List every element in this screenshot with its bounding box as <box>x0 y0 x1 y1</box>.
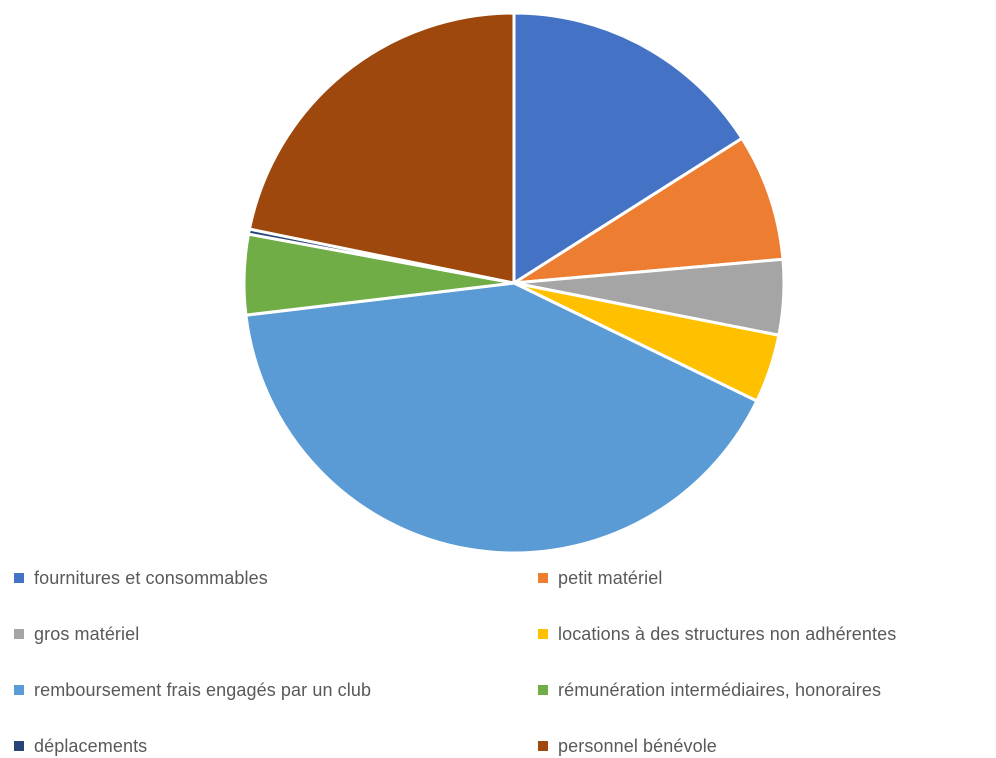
legend-item-gros-materiel: gros matériel <box>14 622 139 646</box>
legend-swatch-personnel-benevole <box>538 741 548 751</box>
legend-label-gros-materiel: gros matériel <box>34 623 140 644</box>
legend-swatch-locations <box>538 629 548 639</box>
legend-item-deplacements: déplacements <box>14 734 147 758</box>
legend-label-remboursement: remboursement frais engagés par un club <box>34 679 372 700</box>
legend-swatch-remboursement <box>14 685 24 695</box>
legend-item-fournitures: fournitures et consommables <box>14 566 268 590</box>
legend-label-remuneration: rémunération intermédiaires, honoraires <box>558 679 882 700</box>
legend-swatch-fournitures <box>14 573 24 583</box>
legend-label-locations: locations à des structures non adhérente… <box>558 623 897 644</box>
legend-swatch-deplacements <box>14 741 24 751</box>
legend-item-remuneration: rémunération intermédiaires, honoraires <box>538 678 881 702</box>
legend-item-remboursement: remboursement frais engagés par un club <box>14 678 371 702</box>
legend-swatch-gros-materiel <box>14 629 24 639</box>
legend-label-petit-materiel: petit matériel <box>558 567 663 588</box>
legend: fournitures et consommables petit matéri… <box>0 560 996 758</box>
legend-swatch-remuneration <box>538 685 548 695</box>
pie-chart <box>242 11 786 555</box>
pie-slice-fournitures-et-consommables <box>512 11 744 285</box>
legend-label-deplacements: déplacements <box>34 735 148 756</box>
legend-label-personnel-benevole: personnel bénévole <box>558 735 717 756</box>
pie-slice-petit-materiel <box>512 136 785 285</box>
legend-swatch-petit-materiel <box>538 573 548 583</box>
legend-label-fournitures: fournitures et consommables <box>34 567 268 588</box>
chart-area <box>242 11 786 555</box>
legend-item-petit-materiel: petit matériel <box>538 566 662 590</box>
pie-slice-personnel-benevole <box>247 11 516 285</box>
pie-slice-remboursement-frais-engages-par-un-club <box>244 281 759 555</box>
legend-item-locations: locations à des structures non adhérente… <box>538 622 896 646</box>
legend-item-personnel-benevole: personnel bénévole <box>538 734 717 758</box>
